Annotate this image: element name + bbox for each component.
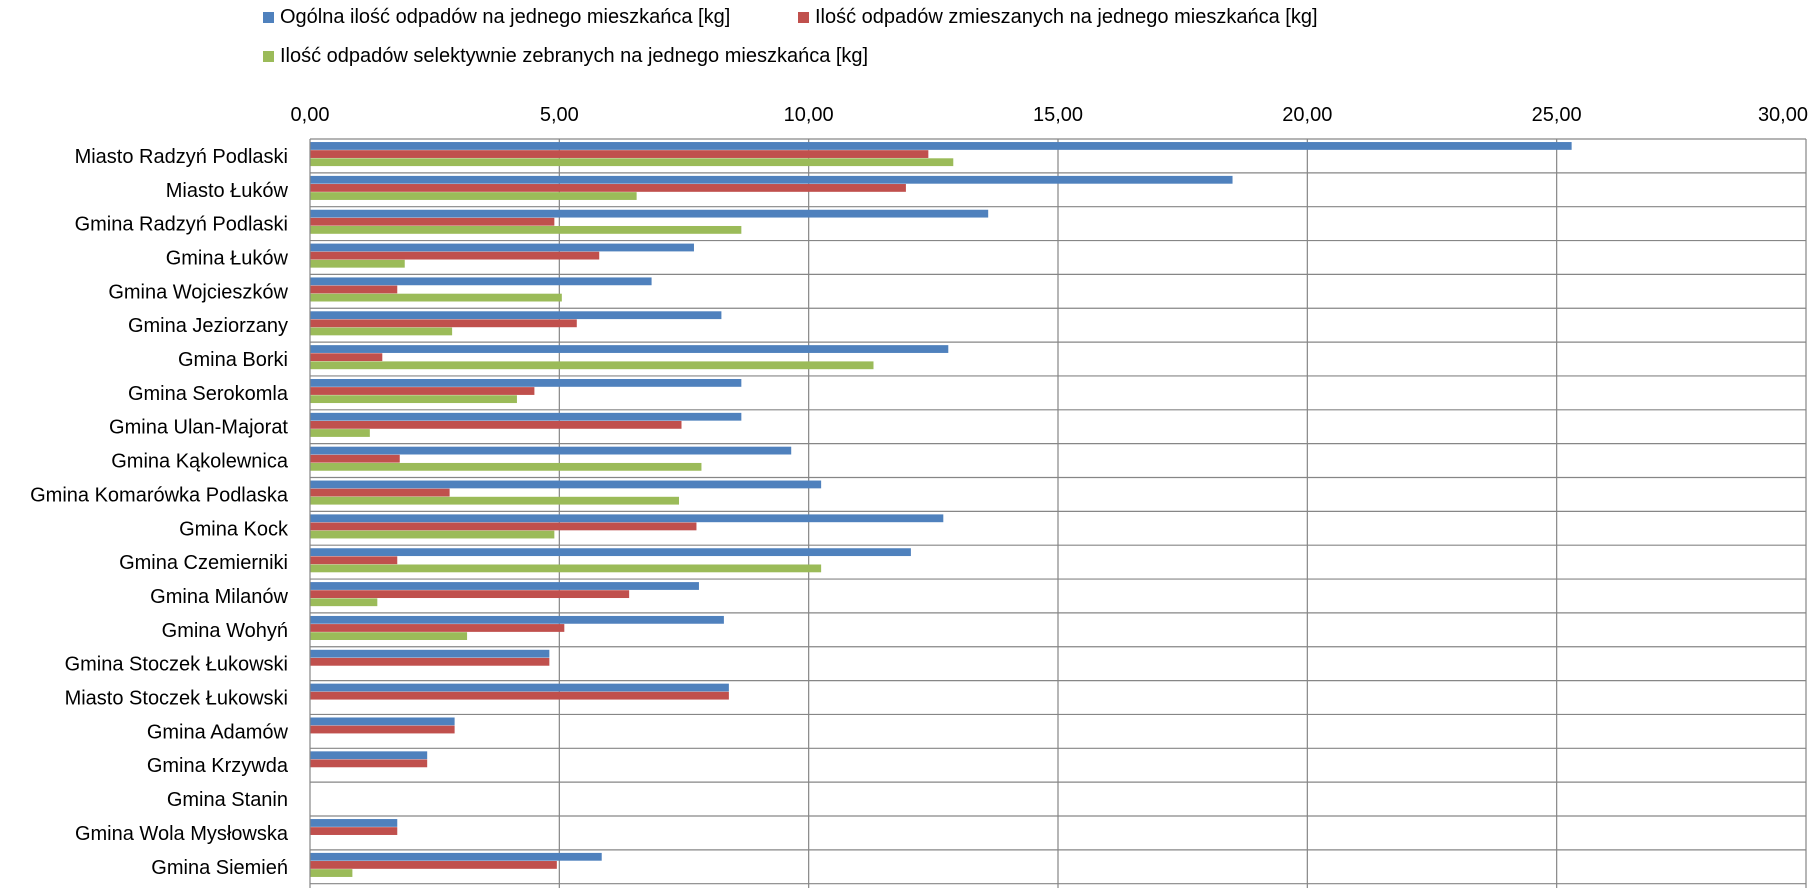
bar-mixed	[310, 861, 557, 869]
bar-selective	[310, 361, 874, 370]
x-tick-label: 30,00	[1758, 104, 1808, 126]
bar-mixed	[310, 319, 577, 328]
bar-mixed	[310, 624, 565, 632]
bar-mixed	[310, 251, 600, 260]
bar-mixed	[310, 454, 400, 463]
bar-selective	[310, 869, 353, 877]
bar-total	[310, 209, 989, 218]
bar-selective	[310, 192, 637, 200]
bar-total	[310, 311, 722, 320]
bar-mixed	[310, 387, 535, 395]
x-tick-label: 15,00	[1033, 104, 1083, 126]
category-label: Gmina Ulan-Majorat	[109, 417, 288, 439]
bar-total	[310, 142, 1572, 150]
bar-mixed	[310, 725, 455, 734]
category-label: Gmina Łuków	[166, 247, 289, 269]
x-tick-label: 5,00	[540, 104, 579, 126]
category-label: Gmina Siemień	[151, 857, 288, 879]
bar-mixed	[310, 657, 550, 666]
category-label: Miasto Łuków	[166, 180, 289, 202]
bar-mixed	[310, 488, 450, 497]
bar-total	[310, 649, 550, 658]
legend-label-total: Ogólna ilość odpadów na jednego mieszkań…	[280, 6, 731, 28]
x-tick-label: 10,00	[784, 104, 834, 126]
category-label: Miasto Stoczek Łukowski	[65, 688, 288, 710]
category-label: Gmina Stoczek Łukowski	[65, 654, 288, 676]
bar-selective	[310, 158, 954, 167]
bar-selective	[310, 395, 517, 404]
bar-mixed	[310, 217, 555, 226]
category-label: Gmina Serokomla	[128, 383, 289, 405]
bar-total	[310, 717, 455, 726]
bar-total	[310, 683, 729, 692]
bar-total	[310, 446, 792, 455]
bar-selective	[310, 259, 405, 268]
bar-total	[310, 615, 724, 624]
bar-selective	[310, 564, 822, 573]
bar-mixed	[310, 150, 929, 158]
category-label: Gmina Milanów	[150, 586, 288, 608]
bar-mixed	[310, 759, 428, 768]
x-tick-label: 0,00	[291, 104, 330, 126]
legend-swatch-mixed	[798, 12, 809, 23]
legend-label-mixed: Ilość odpadów zmieszanych na jednego mie…	[815, 6, 1318, 28]
bar-mixed	[310, 184, 906, 192]
bar-selective	[310, 327, 453, 336]
bar-mixed	[310, 285, 398, 294]
category-label: Gmina Wohyń	[162, 620, 288, 642]
bar-mixed	[310, 827, 398, 835]
bar-total	[310, 412, 742, 421]
bar-selective	[310, 462, 702, 471]
bar-selective	[310, 496, 680, 505]
bar-total	[310, 819, 398, 827]
bar-mixed	[310, 556, 398, 565]
bar-total	[310, 345, 949, 353]
bar-mixed	[310, 522, 697, 531]
category-label: Gmina Wola Mysłowska	[75, 823, 289, 845]
x-tick-label: 20,00	[1282, 104, 1332, 126]
bar-selective	[310, 429, 370, 437]
category-label: Gmina Adamów	[147, 721, 289, 743]
legend-item-total: Ogólna ilość odpadów na jednego mieszkań…	[263, 6, 730, 29]
bar-total	[310, 852, 602, 861]
category-label: Gmina Borki	[178, 349, 288, 371]
category-label: Gmina Czemierniki	[119, 552, 288, 574]
bar-total	[310, 480, 822, 489]
legend-item-selective: Ilość odpadów selektywnie zebranych na j…	[263, 45, 868, 68]
chart-legend: Ogólna ilość odpadów na jednego mieszkań…	[263, 6, 1663, 80]
legend-swatch-selective	[263, 51, 274, 62]
legend-swatch-total	[263, 12, 274, 23]
category-label: Gmina Komarówka Podlaska	[30, 484, 289, 506]
category-label: Gmina Jeziorzany	[128, 315, 288, 337]
category-label: Gmina Kąkolewnica	[111, 451, 289, 473]
category-label: Miasto Radzyń Podlaski	[75, 146, 288, 168]
bar-total	[310, 751, 428, 760]
bar-mixed	[310, 590, 630, 599]
bar-selective	[310, 293, 562, 302]
category-label: Gmina Kock	[179, 518, 289, 540]
bar-total	[310, 378, 742, 387]
bar-selective	[310, 598, 378, 607]
bar-total	[310, 582, 699, 590]
bar-selective	[310, 530, 555, 539]
legend-item-mixed: Ilość odpadów zmieszanych na jednego mie…	[798, 6, 1318, 29]
category-label: Gmina Radzyń Podlaski	[75, 214, 288, 236]
bar-total	[310, 548, 911, 557]
category-label: Gmina Stanin	[167, 789, 288, 811]
category-label: Gmina Wojcieszków	[108, 281, 288, 303]
bar-mixed	[310, 420, 682, 429]
bar-total	[310, 175, 1233, 184]
bar-selective	[310, 225, 742, 234]
x-tick-label: 25,00	[1532, 104, 1582, 126]
bar-total	[310, 243, 694, 252]
bar-mixed	[310, 691, 729, 700]
bar-total	[310, 514, 944, 523]
bar-selective	[310, 632, 468, 640]
legend-label-selective: Ilość odpadów selektywnie zebranych na j…	[280, 45, 869, 67]
category-label: Gmina Krzywda	[147, 755, 289, 777]
bar-mixed	[310, 353, 383, 362]
bar-total	[310, 277, 652, 286]
